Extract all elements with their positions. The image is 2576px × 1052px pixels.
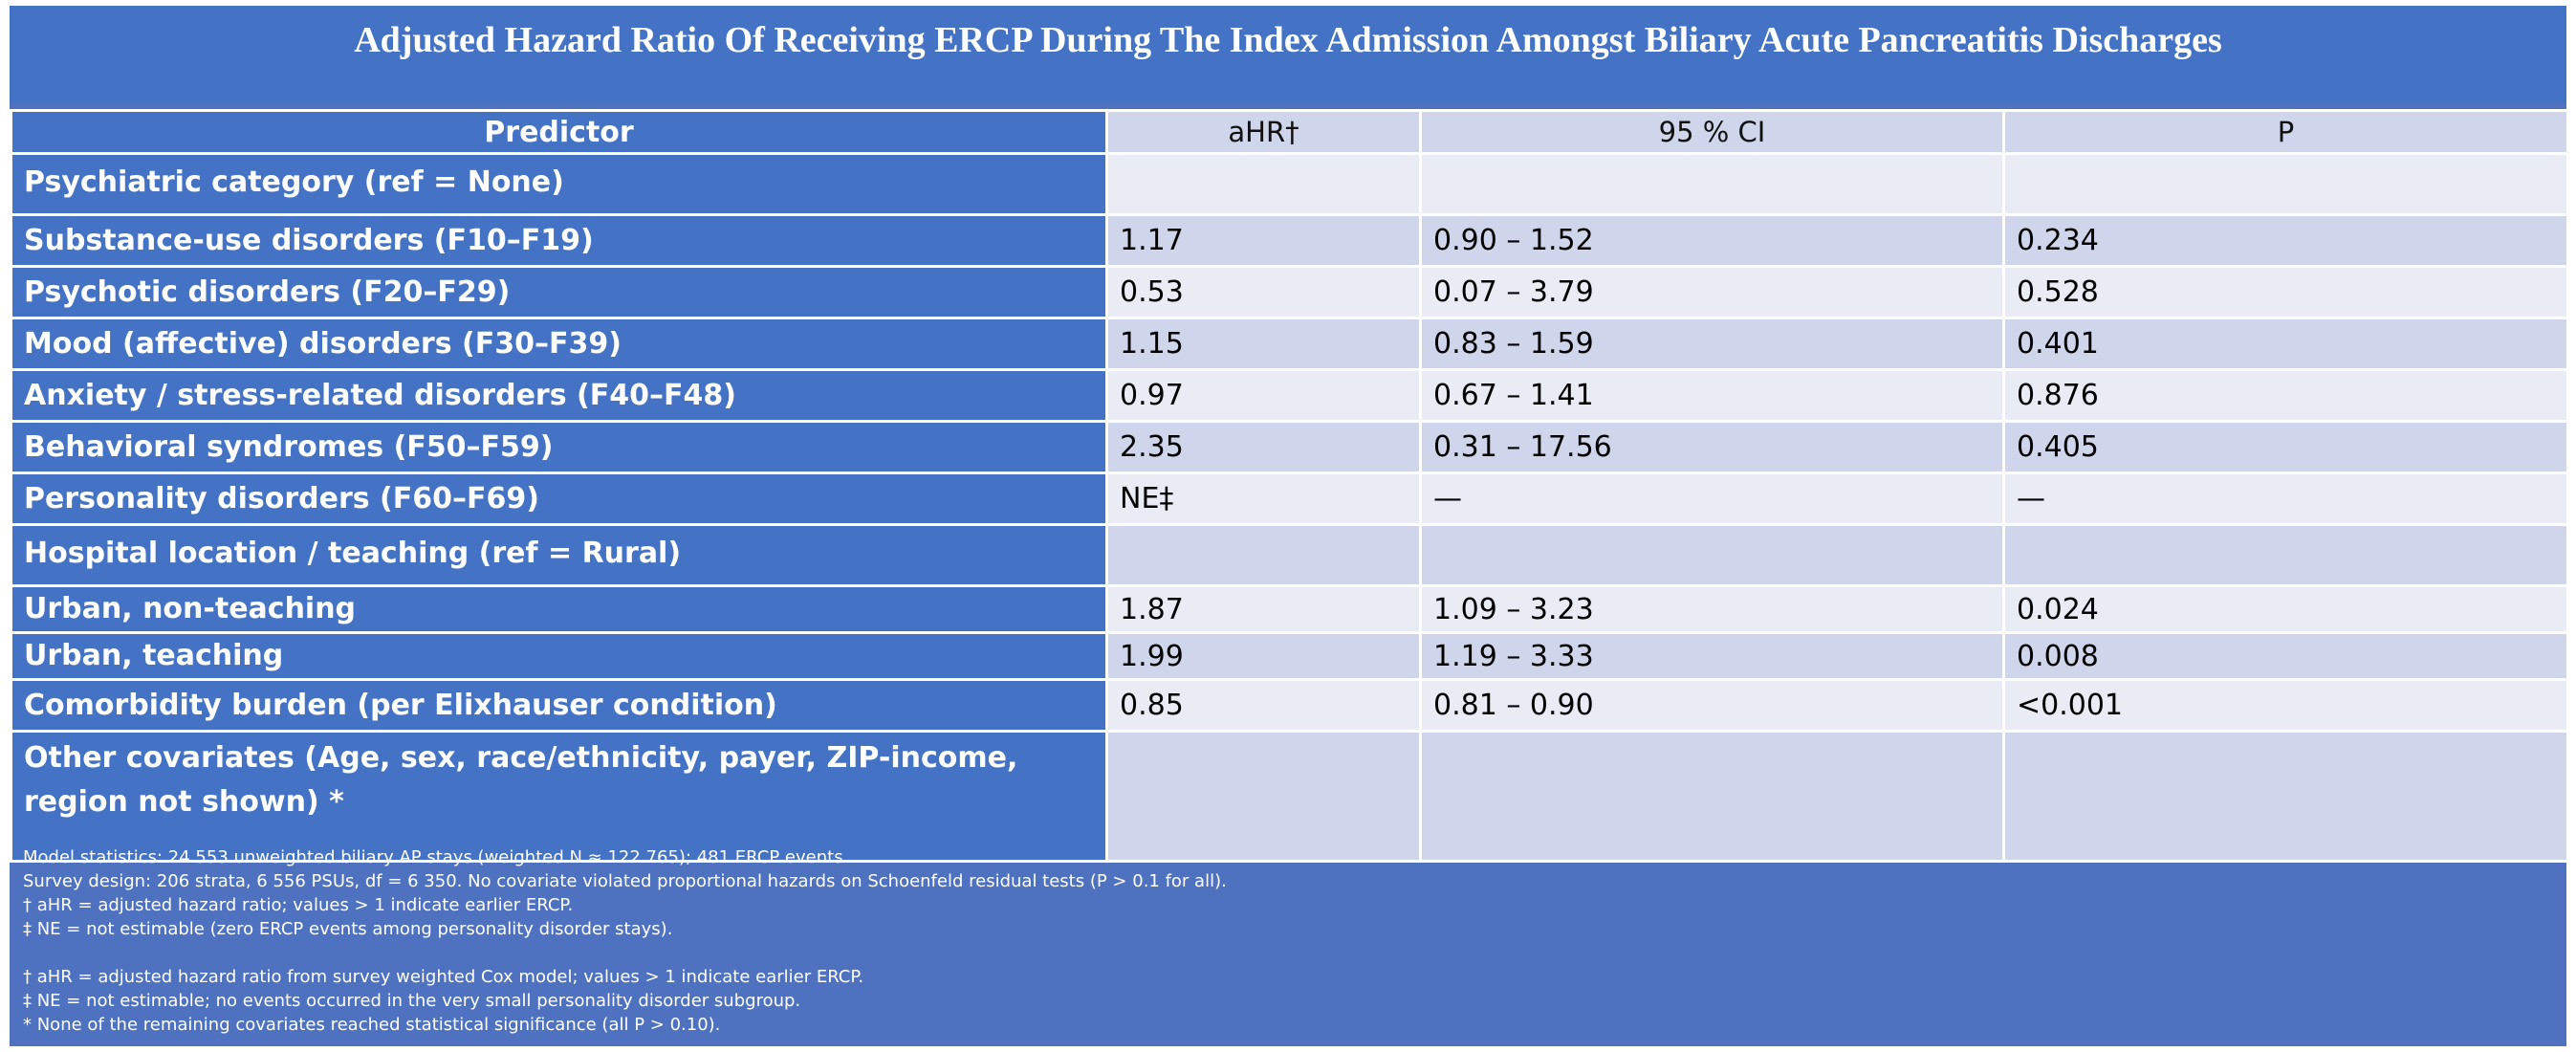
- ahr-cell: 0.85: [1105, 678, 1422, 733]
- p-cell: 0.024: [2002, 584, 2569, 634]
- ci-cell: 0.90 – 1.52: [1419, 213, 2005, 268]
- ahr-cell: [1105, 730, 1422, 863]
- header-p: P: [2002, 109, 2569, 155]
- ahr-cell: 1.99: [1105, 631, 1422, 681]
- ci-cell: 0.67 – 1.41: [1419, 368, 2005, 423]
- p-cell: [2002, 523, 2569, 587]
- table-row: Other covariates (Age, sex, race/ethnici…: [10, 730, 2569, 863]
- p-cell: 0.876: [2002, 368, 2569, 423]
- table-row: Hospital location / teaching (ref = Rura…: [10, 523, 2569, 587]
- ahr-cell: 1.15: [1105, 317, 1422, 371]
- predictor-cell: Psychotic disorders (F20–F29): [10, 265, 1108, 319]
- footnote-line: Survey design: 206 strata, 6 556 PSUs, d…: [23, 871, 1227, 891]
- ahr-cell: 1.87: [1105, 584, 1422, 634]
- predictor-cell: Substance-use disorders (F10–F19): [10, 213, 1108, 268]
- ci-cell: [1419, 730, 2005, 863]
- p-cell: 0.405: [2002, 420, 2569, 474]
- title-bar: Adjusted Hazard Ratio Of Receiving ERCP …: [10, 6, 2566, 103]
- ci-cell: —: [1419, 471, 2005, 526]
- ci-cell: 0.83 – 1.59: [1419, 317, 2005, 371]
- hazard-ratio-table: Predictor aHR† 95 % CI P Psychiatric cat…: [10, 109, 2569, 863]
- p-cell: 0.234: [2002, 213, 2569, 268]
- predictor-cell: Personality disorders (F60–F69): [10, 471, 1108, 526]
- footnote-line: * None of the remaining covariates reach…: [23, 1015, 721, 1035]
- footnote-line: † aHR = adjusted hazard ratio; values > …: [23, 895, 574, 915]
- table-row: Urban, non-teaching 1.87 1.09 – 3.23 0.0…: [10, 584, 2569, 634]
- p-cell: 0.008: [2002, 631, 2569, 681]
- p-cell: [2002, 152, 2569, 216]
- ci-cell: [1419, 152, 2005, 216]
- footnote-line: Model statistics: 24 553 unweighted bili…: [23, 847, 849, 867]
- header-ci: 95 % CI: [1419, 109, 2005, 155]
- table-row: Substance-use disorders (F10–F19) 1.17 0…: [10, 213, 2569, 268]
- ci-cell: 1.09 – 3.23: [1419, 584, 2005, 634]
- ahr-cell: NE‡: [1105, 471, 1422, 526]
- ahr-cell: 0.97: [1105, 368, 1422, 423]
- header-predictor: Predictor: [10, 109, 1108, 155]
- predictor-cell: Anxiety / stress-related disorders (F40–…: [10, 368, 1108, 423]
- p-cell: <0.001: [2002, 678, 2569, 733]
- predictor-cell: Psychiatric category (ref = None): [10, 152, 1108, 216]
- ahr-cell: [1105, 152, 1422, 216]
- predictor-cell: Urban, non-teaching: [10, 584, 1108, 634]
- ahr-cell: 2.35: [1105, 420, 1422, 474]
- table-header-row: Predictor aHR† 95 % CI P: [10, 109, 2569, 155]
- p-cell: 0.401: [2002, 317, 2569, 371]
- p-cell: [2002, 730, 2569, 863]
- table-row: Psychiatric category (ref = None): [10, 152, 2569, 216]
- predictor-cell: Mood (affective) disorders (F30–F39): [10, 317, 1108, 371]
- table-row: Psychotic disorders (F20–F29) 0.53 0.07 …: [10, 265, 2569, 319]
- ahr-cell: 0.53: [1105, 265, 1422, 319]
- slide-title: Adjusted Hazard Ratio Of Receiving ERCP …: [354, 20, 2222, 60]
- footnote-spacer: [23, 941, 2547, 965]
- p-cell: 0.528: [2002, 265, 2569, 319]
- predictor-cell: Urban, teaching: [10, 631, 1108, 681]
- ahr-cell: [1105, 523, 1422, 587]
- p-cell: —: [2002, 471, 2569, 526]
- footnote-line: ‡ NE = not estimable (zero ERCP events a…: [23, 919, 673, 939]
- header-ahr: aHR†: [1105, 109, 1422, 155]
- footnotes: Model statistics: 24 553 unweighted bili…: [23, 845, 2547, 1037]
- table-row: Behavioral syndromes (F50–F59) 2.35 0.31…: [10, 420, 2569, 474]
- table-row: Comorbidity burden (per Elixhauser condi…: [10, 678, 2569, 733]
- table-row: Personality disorders (F60–F69) NE‡ — —: [10, 471, 2569, 526]
- slide: Adjusted Hazard Ratio Of Receiving ERCP …: [10, 6, 2569, 1046]
- ahr-cell: 1.17: [1105, 213, 1422, 268]
- ci-cell: [1419, 523, 2005, 587]
- predictor-cell: Other covariates (Age, sex, race/ethnici…: [10, 730, 1108, 863]
- ci-cell: 0.81 – 0.90: [1419, 678, 2005, 733]
- footnote-line: ‡ NE = not estimable; no events occurred…: [23, 991, 801, 1011]
- footnote-line: † aHR = adjusted hazard ratio from surve…: [23, 967, 864, 987]
- table-row: Mood (affective) disorders (F30–F39) 1.1…: [10, 317, 2569, 371]
- ci-cell: 0.07 – 3.79: [1419, 265, 2005, 319]
- table-row: Urban, teaching 1.99 1.19 – 3.33 0.008: [10, 631, 2569, 681]
- ci-cell: 0.31 – 17.56: [1419, 420, 2005, 474]
- predictor-cell: Behavioral syndromes (F50–F59): [10, 420, 1108, 474]
- predictor-cell: Comorbidity burden (per Elixhauser condi…: [10, 678, 1108, 733]
- table-row: Anxiety / stress-related disorders (F40–…: [10, 368, 2569, 423]
- predictor-cell: Hospital location / teaching (ref = Rura…: [10, 523, 1108, 587]
- ci-cell: 1.19 – 3.33: [1419, 631, 2005, 681]
